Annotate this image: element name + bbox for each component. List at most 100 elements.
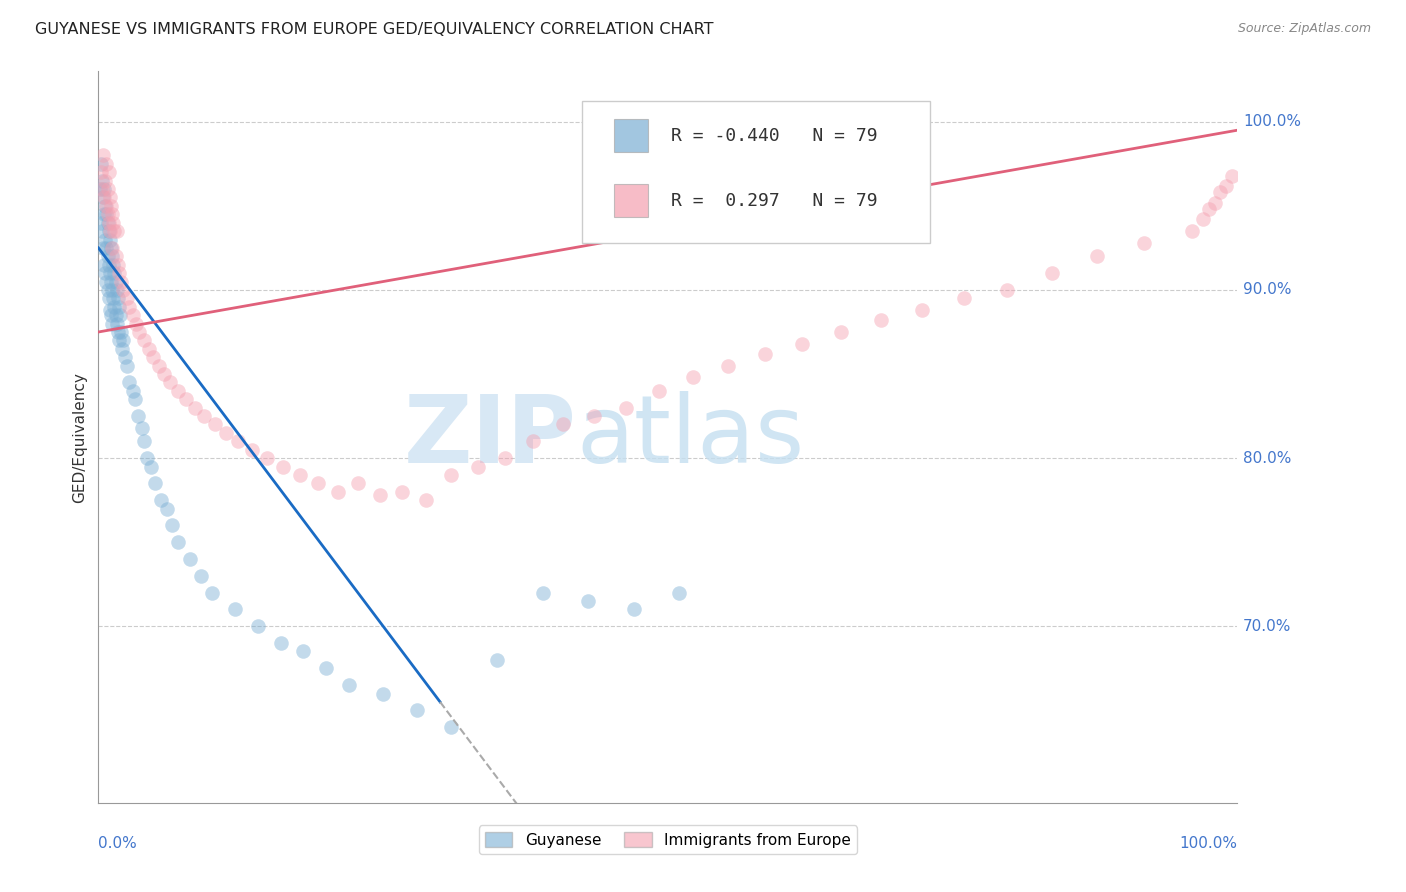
Point [104, 275, 127, 289]
Point [142, 350, 165, 364]
Point [110, 325, 132, 339]
Point [96, 283, 118, 297]
Point [100, 199, 122, 213]
Point [96, 241, 118, 255]
Point [104, 249, 127, 263]
Point [112, 283, 135, 297]
Point [101, 283, 124, 297]
Point [96, 157, 118, 171]
Point [190, 569, 212, 583]
Point [1085, 249, 1108, 263]
Text: 100.0%: 100.0% [1180, 836, 1237, 851]
Point [101, 317, 124, 331]
Point [240, 442, 263, 457]
Point [97, 216, 120, 230]
Point [228, 434, 250, 449]
Point [108, 300, 131, 314]
Point [94, 233, 117, 247]
Point [121, 384, 143, 398]
Point [103, 266, 125, 280]
Point [179, 552, 201, 566]
Point [98, 224, 121, 238]
Point [204, 417, 226, 432]
Point [648, 384, 671, 398]
Point [101, 241, 124, 255]
Point [953, 291, 976, 305]
Point [201, 585, 224, 599]
Point [94, 199, 117, 213]
Point [104, 308, 127, 322]
Point [115, 359, 138, 373]
Point [415, 493, 437, 508]
Point [128, 325, 150, 339]
Text: GUYANESE VS IMMIGRANTS FROM EUROPE GED/EQUIVALENCY CORRELATION CHART: GUYANESE VS IMMIGRANTS FROM EUROPE GED/E… [35, 22, 714, 37]
Point [614, 401, 637, 415]
FancyBboxPatch shape [582, 101, 929, 244]
Point [307, 476, 329, 491]
Point [94, 174, 117, 188]
Point [440, 467, 463, 482]
Point [114, 350, 136, 364]
Text: atlas: atlas [576, 391, 806, 483]
Point [97, 258, 120, 272]
Point [156, 501, 179, 516]
Point [91, 190, 114, 204]
Point [668, 585, 690, 599]
Point [96, 199, 118, 213]
Point [174, 392, 197, 407]
Point [792, 336, 814, 351]
Point [118, 300, 141, 314]
Text: 100.0%: 100.0% [1243, 114, 1301, 129]
Point [132, 434, 155, 449]
Legend: Guyanese, Immigrants from Europe: Guyanese, Immigrants from Europe [479, 825, 856, 854]
Point [682, 370, 704, 384]
Point [96, 275, 118, 289]
Point [551, 417, 574, 432]
Point [486, 653, 509, 667]
Point [93, 207, 115, 221]
Text: 0.0%: 0.0% [98, 836, 138, 851]
Point [270, 636, 292, 650]
Point [103, 224, 125, 238]
Point [995, 283, 1018, 297]
Point [103, 258, 125, 272]
Point [623, 602, 645, 616]
Point [184, 401, 207, 415]
Point [107, 291, 129, 305]
Point [127, 409, 149, 423]
Point [159, 376, 181, 390]
Point [105, 317, 128, 331]
Point [1204, 195, 1226, 210]
Point [754, 347, 776, 361]
Point [153, 367, 176, 381]
Point [1181, 224, 1204, 238]
Point [315, 661, 337, 675]
FancyBboxPatch shape [614, 184, 648, 217]
Point [112, 334, 135, 348]
Point [368, 488, 391, 502]
Point [115, 291, 138, 305]
Point [124, 392, 146, 407]
Point [121, 308, 143, 322]
Text: 80.0%: 80.0% [1243, 450, 1291, 466]
Point [103, 291, 125, 305]
Point [96, 207, 118, 221]
Point [98, 190, 121, 204]
Point [96, 249, 118, 263]
Text: Source: ZipAtlas.com: Source: ZipAtlas.com [1237, 22, 1371, 36]
Point [90, 216, 112, 230]
Point [136, 451, 159, 466]
Point [148, 359, 170, 373]
Point [224, 602, 246, 616]
Point [1040, 266, 1063, 280]
Text: 90.0%: 90.0% [1243, 283, 1292, 297]
Point [911, 303, 934, 318]
Point [90, 182, 112, 196]
Point [90, 224, 112, 238]
Point [271, 459, 294, 474]
Point [97, 291, 120, 305]
Point [91, 148, 114, 162]
Point [93, 182, 115, 196]
Point [97, 165, 120, 179]
Point [139, 459, 162, 474]
